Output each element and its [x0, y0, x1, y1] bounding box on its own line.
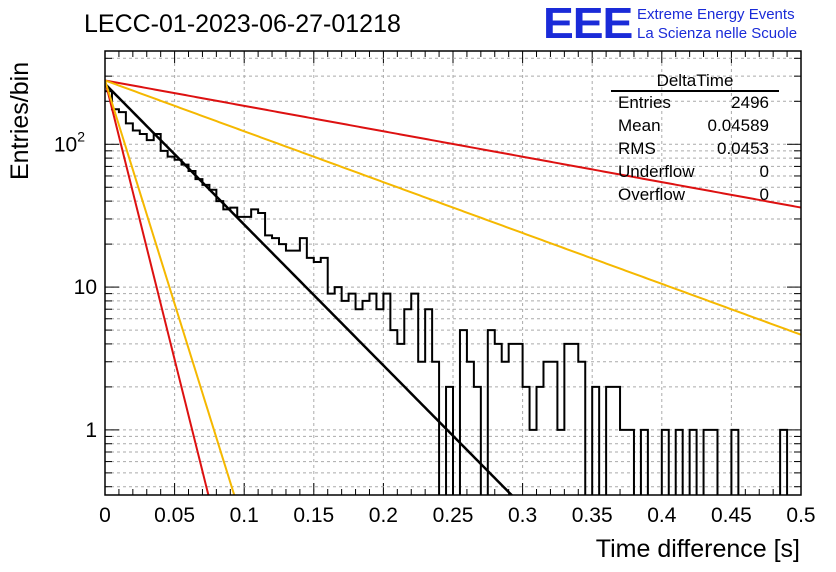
x-tick-label: 0.4: [647, 504, 677, 527]
y-tick-label: 10: [74, 276, 97, 299]
stats-row-entries: Entries 2496: [618, 93, 769, 115]
stats-value: 0: [759, 162, 769, 181]
x-tick-label: 0.1: [230, 504, 259, 527]
logo-line-1: Extreme Energy Events: [637, 6, 795, 23]
stats-row-mean: Mean 0.04589: [618, 116, 769, 138]
y-tick-exponent: 2: [77, 128, 85, 144]
stats-value: 0.0453: [717, 139, 769, 158]
x-tick-label: 0.25: [433, 504, 474, 527]
stats-key: Entries: [618, 93, 671, 112]
x-tick-label: 0.35: [572, 504, 613, 527]
eee-logo: EEE: [543, 0, 633, 48]
stats-box: DeltaTime Entries 2496 Mean 0.04589 RMS …: [611, 71, 779, 208]
x-tick-label: 0.15: [293, 504, 334, 527]
y-axis-label: Entries/bin: [6, 61, 34, 180]
x-tick-label: 0: [99, 504, 111, 527]
stats-box-rule: [611, 90, 779, 92]
chart-title: LECC-01-2023-06-27-01218: [84, 10, 401, 38]
logo-line-2: La Scienza nelle Scuole: [637, 25, 798, 42]
reference-curve: [105, 80, 236, 495]
stats-value: 0: [759, 185, 769, 204]
x-axis-label: Time difference [s]: [595, 535, 800, 563]
stats-key: Underflow: [618, 162, 695, 181]
reference-curve: [105, 79, 801, 336]
x-tick-label: 0.45: [711, 504, 752, 527]
stats-box-name: DeltaTime: [656, 71, 734, 90]
stats-key: Overflow: [618, 185, 686, 204]
x-tick-label: 0.5: [786, 504, 815, 527]
x-tick-label: 0.3: [508, 504, 537, 527]
y-tick-label: 1: [85, 419, 97, 442]
y-tick-label: 102: [54, 128, 85, 156]
stats-row-rms: RMS 0.0453: [618, 139, 769, 161]
reference-curve: [105, 80, 210, 495]
x-tick-label: 0.05: [154, 504, 195, 527]
stats-value: 2496: [731, 93, 769, 112]
stats-row-overflow: Overflow 0: [618, 185, 769, 207]
stats-value: 0.04589: [707, 116, 769, 135]
stats-key: Mean: [618, 116, 661, 135]
histogram-outline: [105, 90, 789, 495]
reference-curve: [105, 79, 801, 209]
x-tick-label: 0.2: [369, 504, 398, 527]
fit-curve: [105, 82, 514, 495]
stats-key: RMS: [618, 139, 656, 158]
stats-row-underflow: Underflow 0: [618, 162, 769, 184]
plot-frame: [104, 50, 802, 496]
